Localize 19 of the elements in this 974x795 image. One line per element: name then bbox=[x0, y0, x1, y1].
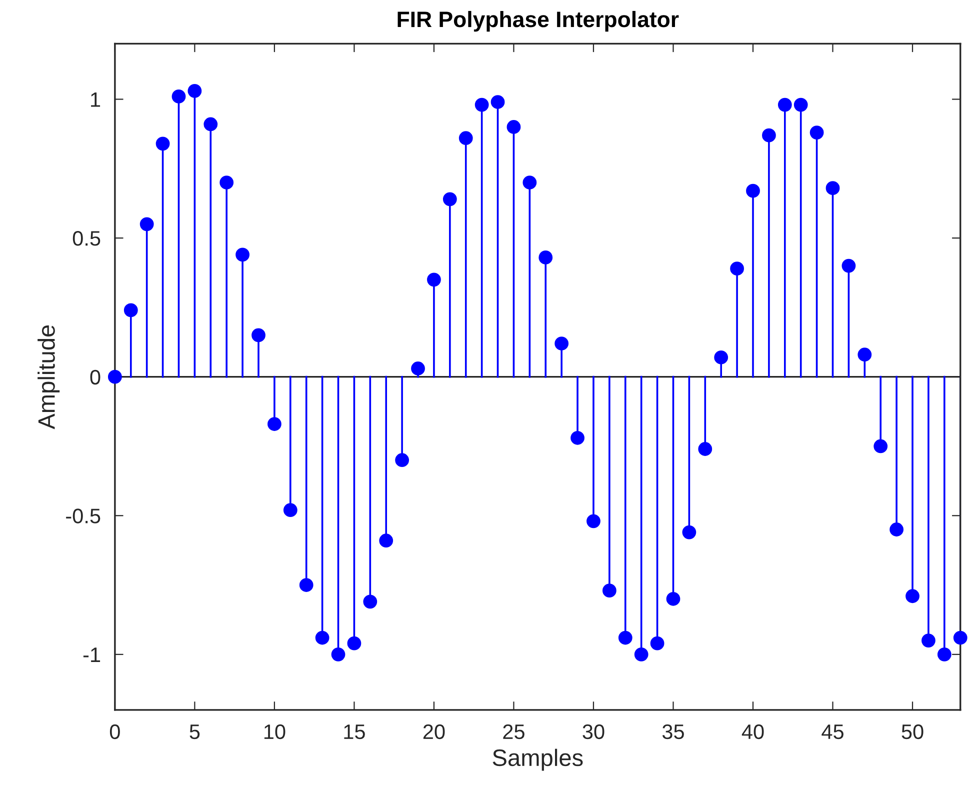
y-tick-label: -0.5 bbox=[66, 508, 100, 524]
x-tick-label: 10 bbox=[264, 724, 286, 740]
y-axis-title: Amplitude bbox=[38, 325, 60, 430]
x-tick-label: 30 bbox=[582, 724, 604, 740]
x-tick-label: 25 bbox=[503, 724, 524, 740]
y-tick-label: 0 bbox=[90, 370, 100, 385]
x-axis-title: Samples bbox=[492, 748, 583, 771]
y-tick-label: 0.5 bbox=[72, 231, 100, 246]
y-tick-label: -1 bbox=[83, 648, 100, 662]
x-tick-label: 0 bbox=[110, 724, 120, 740]
x-tick-label: 45 bbox=[822, 724, 844, 740]
x-tick-label: 40 bbox=[742, 724, 764, 740]
x-tick-label: 50 bbox=[902, 724, 924, 740]
x-tick-label: 5 bbox=[190, 724, 200, 740]
x-tick-label: 15 bbox=[344, 724, 365, 740]
x-tick-label: 20 bbox=[423, 724, 445, 740]
chart-title: FIR Polyphase Interpolator bbox=[398, 10, 679, 32]
x-tick-label: 35 bbox=[662, 724, 684, 740]
y-tick-label: 1 bbox=[91, 92, 100, 107]
